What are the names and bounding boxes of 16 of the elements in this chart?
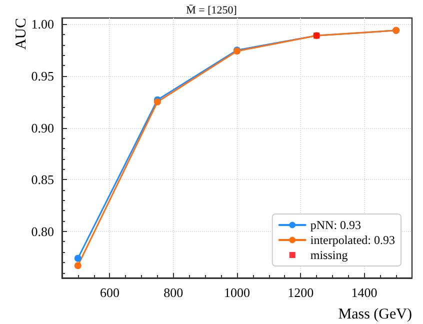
x-tick-label: 1000 xyxy=(224,285,250,300)
x-tick-label: 1400 xyxy=(351,285,378,300)
y-tick-label: 0.85 xyxy=(31,172,54,188)
x-axis-title: Mass (GeV) xyxy=(338,306,412,322)
y-tick-label: 0.90 xyxy=(31,120,54,136)
y-tick-label: 1.00 xyxy=(31,16,54,32)
legend-label: interpolated: 0.93 xyxy=(310,233,396,247)
y-tick-label: 0.95 xyxy=(31,68,54,84)
legend-label: pNN: 0.93 xyxy=(310,218,362,232)
y-tick-label: 0.80 xyxy=(31,224,54,239)
x-tick-label: 800 xyxy=(164,285,184,300)
x-tick-label: 1200 xyxy=(288,285,314,300)
legend-label: missing xyxy=(310,248,348,262)
chart-title: M̄ = [1250] xyxy=(186,4,237,16)
y-axis-title: AUC xyxy=(14,18,30,50)
x-tick-label: 600 xyxy=(100,285,120,300)
